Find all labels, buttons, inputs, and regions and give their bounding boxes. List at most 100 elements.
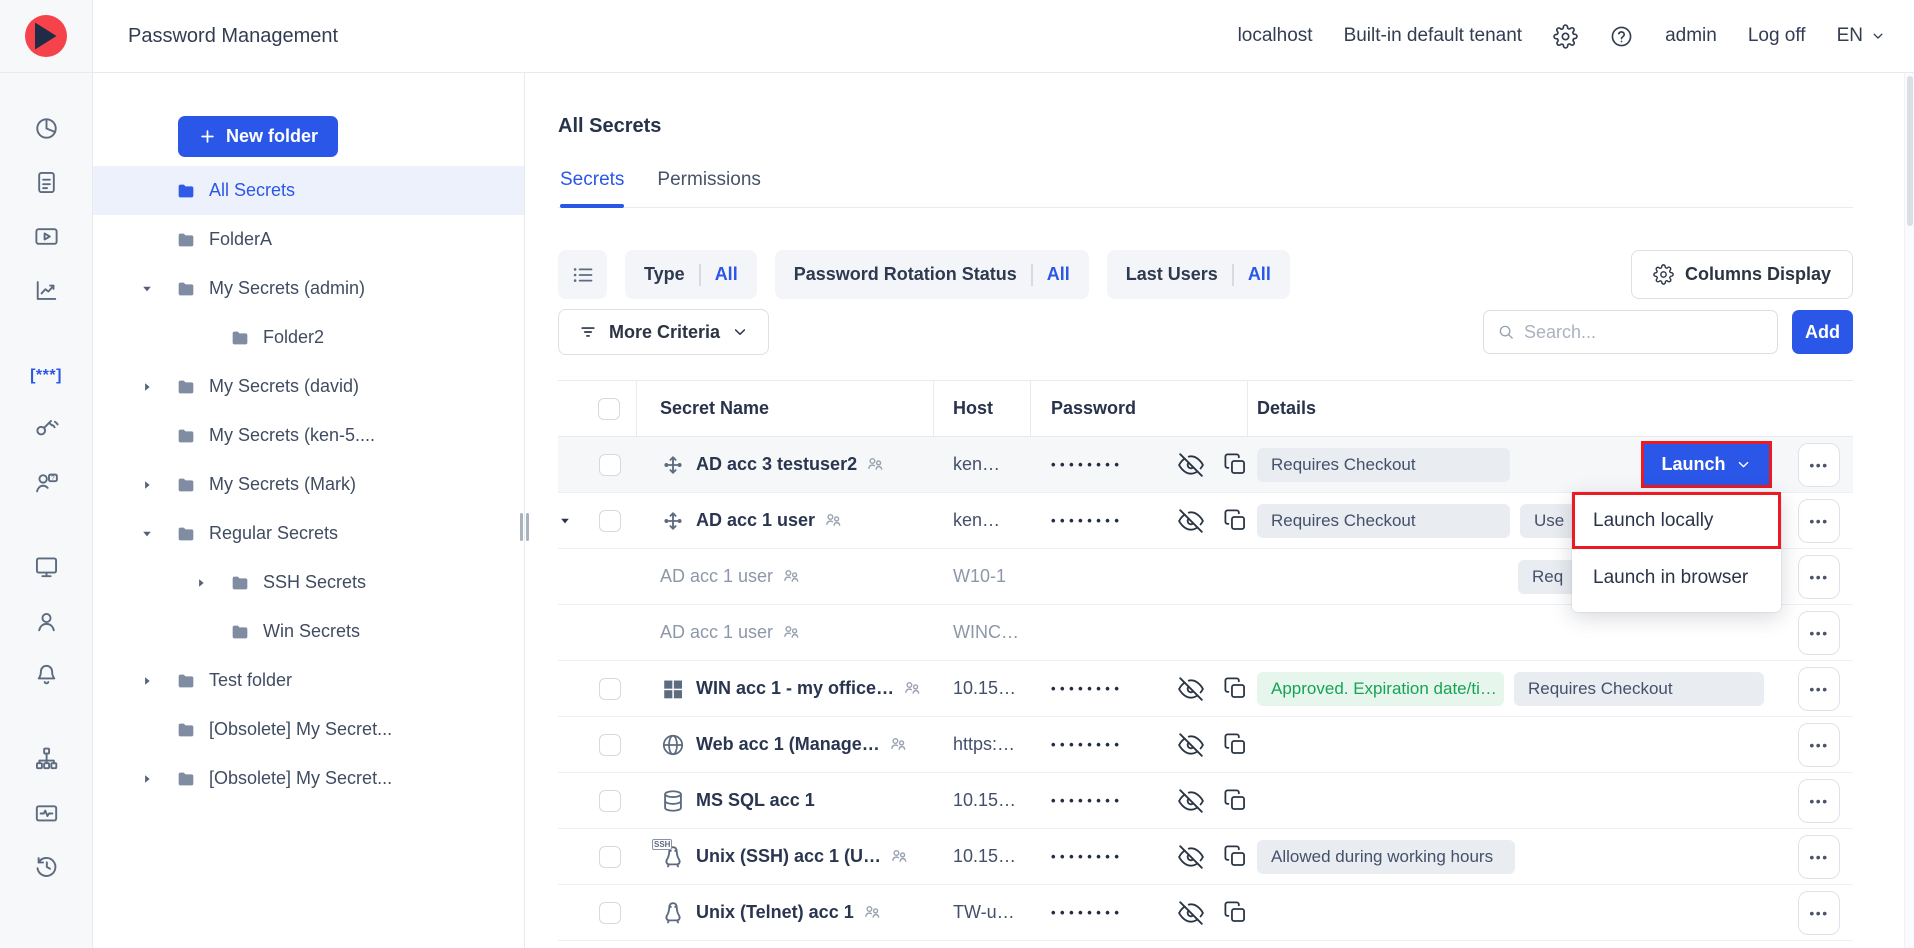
- copy-password-icon[interactable]: [1223, 732, 1248, 757]
- chip-value[interactable]: All: [1046, 264, 1070, 284]
- sidebar-folder-item[interactable]: Folder2: [93, 313, 524, 362]
- sidebar-folder-item[interactable]: Regular Secrets: [93, 509, 524, 558]
- vertical-scrollbar[interactable]: [1904, 73, 1914, 948]
- reveal-password-icon[interactable]: [1178, 732, 1204, 758]
- launch-button[interactable]: Launch: [1644, 444, 1769, 485]
- add-button[interactable]: Add: [1792, 310, 1853, 354]
- copy-password-icon[interactable]: [1223, 508, 1248, 533]
- sidebar-folder-item[interactable]: [Obsolete] My Secret...: [93, 705, 524, 754]
- rail-item-pie-chart[interactable]: [29, 115, 63, 142]
- list-view-button[interactable]: [558, 250, 607, 299]
- rail-item-activity-monitor[interactable]: [29, 800, 63, 827]
- copy-password-icon[interactable]: [1223, 452, 1248, 477]
- reveal-password-icon[interactable]: [1178, 676, 1204, 702]
- caret-right-icon[interactable]: [140, 380, 164, 394]
- row-checkbox[interactable]: [598, 845, 621, 868]
- chip-value[interactable]: All: [1247, 264, 1271, 284]
- caret-right-icon[interactable]: [140, 478, 164, 492]
- rail-item-report-document[interactable]: [29, 169, 63, 196]
- row-checkbox[interactable]: [598, 733, 621, 756]
- sidebar-folder-item[interactable]: My Secrets (Mark): [93, 460, 524, 509]
- row-menu-button[interactable]: •••: [1798, 722, 1840, 767]
- table-row[interactable]: AD acc 1 user W10-1 Req •••: [558, 549, 1853, 605]
- search-input[interactable]: [1523, 321, 1764, 343]
- chip-value[interactable]: All: [714, 264, 738, 284]
- row-checkbox[interactable]: [598, 677, 621, 700]
- reveal-password-icon[interactable]: [1178, 844, 1204, 870]
- table-row[interactable]: WIN acc 1 - my office… 10.15… •••••••• Appr…: [558, 661, 1853, 717]
- rail-item-key-discovery[interactable]: [29, 414, 63, 441]
- rail-item-users[interactable]: [29, 608, 63, 635]
- reveal-password-icon[interactable]: [1178, 452, 1204, 478]
- reveal-password-icon[interactable]: [1178, 900, 1204, 926]
- sidebar-folder-item[interactable]: My Secrets (admin): [93, 264, 524, 313]
- table-row[interactable]: AD acc 3 testuser2 ken… •••••••• Requires C…: [558, 437, 1853, 493]
- sidebar-folder-item[interactable]: SSH Secrets: [93, 558, 524, 607]
- tab-permissions[interactable]: Permissions: [657, 169, 761, 190]
- copy-password-icon[interactable]: [1223, 676, 1248, 701]
- row-menu-button[interactable]: •••: [1798, 778, 1840, 823]
- caret-down-icon[interactable]: [140, 527, 164, 541]
- row-checkbox[interactable]: [598, 789, 621, 812]
- table-row[interactable]: MS SQL acc 1 10.15… •••••••• •••: [558, 773, 1853, 829]
- row-menu-button[interactable]: •••: [1798, 554, 1840, 599]
- caret-down-icon[interactable]: [140, 282, 164, 296]
- table-row[interactable]: AD acc 1 user WINC… •••: [558, 605, 1853, 661]
- table-row[interactable]: SSH Unix (SSH) acc 1 (U… 10.15… •••••••• All…: [558, 829, 1853, 885]
- scrollbar-thumb[interactable]: [1906, 76, 1913, 226]
- rail-item-notifications-bell[interactable]: [29, 661, 63, 688]
- more-criteria-button[interactable]: More Criteria: [558, 309, 770, 355]
- filter-chip-type[interactable]: Type All: [625, 250, 757, 299]
- sidebar-folder-item[interactable]: Win Secrets: [93, 607, 524, 656]
- row-menu-button[interactable]: •••: [1798, 666, 1840, 711]
- filter-chip-password-rotation-status[interactable]: Password Rotation Status All: [774, 250, 1089, 299]
- help-icon[interactable]: [1609, 24, 1634, 49]
- caret-down-icon[interactable]: [558, 514, 572, 528]
- table-row[interactable]: AD acc 1 user ken… •••••••• Requires Checko…: [558, 493, 1853, 549]
- rail-item-analytics-chart[interactable]: [29, 277, 63, 304]
- sidebar-resize-handle[interactable]: [520, 513, 529, 541]
- rail-item-sitemap[interactable]: [29, 745, 63, 772]
- sidebar-folder-item[interactable]: My Secrets (ken-5....: [93, 411, 524, 460]
- table-row[interactable]: Web acc 1 (Manage… https:… •••••••• •••: [558, 717, 1853, 773]
- expand-cell[interactable]: [558, 514, 582, 528]
- rail-item-passwords[interactable]: [***]: [29, 362, 63, 389]
- copy-password-icon[interactable]: [1223, 844, 1248, 869]
- rail-item-video-session[interactable]: [29, 223, 63, 250]
- row-checkbox[interactable]: [598, 453, 621, 476]
- select-all-checkbox[interactable]: [598, 397, 620, 420]
- row-menu-button[interactable]: •••: [1798, 834, 1840, 879]
- sidebar-folder-item[interactable]: My Secrets (david): [93, 362, 524, 411]
- sidebar-folder-item[interactable]: All Secrets: [93, 166, 524, 215]
- tab-secrets[interactable]: Secrets: [560, 169, 625, 208]
- sidebar-folder-item[interactable]: [Obsolete] My Secret...: [93, 754, 524, 803]
- caret-right-icon[interactable]: [194, 576, 218, 590]
- row-checkbox[interactable]: [598, 901, 621, 924]
- caret-right-icon[interactable]: [140, 772, 164, 786]
- row-menu-button[interactable]: •••: [1798, 498, 1840, 543]
- row-menu-button[interactable]: •••: [1798, 890, 1840, 935]
- row-checkbox[interactable]: [598, 509, 621, 532]
- row-menu-button[interactable]: •••: [1798, 610, 1840, 655]
- sidebar-folder-item[interactable]: Test folder: [93, 656, 524, 705]
- caret-right-icon[interactable]: [140, 674, 164, 688]
- columns-display-button[interactable]: Columns Display: [1630, 250, 1853, 299]
- row-menu-button[interactable]: •••: [1798, 442, 1840, 487]
- filter-chip-last-users[interactable]: Last Users All: [1106, 250, 1290, 299]
- table-row[interactable]: Unix (Telnet) acc 1 TW-u… •••••••• •••: [558, 885, 1853, 941]
- copy-password-icon[interactable]: [1223, 900, 1248, 925]
- language-selector[interactable]: EN: [1837, 25, 1886, 47]
- menu-item-launch-in-browser[interactable]: Launch in browser: [1572, 549, 1781, 606]
- column-secret-name[interactable]: Secret Name: [637, 381, 934, 436]
- reveal-password-icon[interactable]: [1178, 788, 1204, 814]
- copy-password-icon[interactable]: [1223, 788, 1248, 813]
- settings-gear-icon[interactable]: [1553, 24, 1578, 49]
- rail-item-user-request[interactable]: [29, 469, 63, 496]
- sidebar-folder-item[interactable]: FolderA: [93, 215, 524, 264]
- log-off-link[interactable]: Log off: [1747, 25, 1806, 46]
- rail-item-remote-desktop[interactable]: [29, 553, 63, 580]
- column-details[interactable]: Details: [1257, 398, 1317, 418]
- rail-item-history-clock[interactable]: [29, 853, 63, 880]
- user-name-label[interactable]: admin: [1665, 25, 1717, 46]
- column-host[interactable]: Host: [934, 381, 1031, 436]
